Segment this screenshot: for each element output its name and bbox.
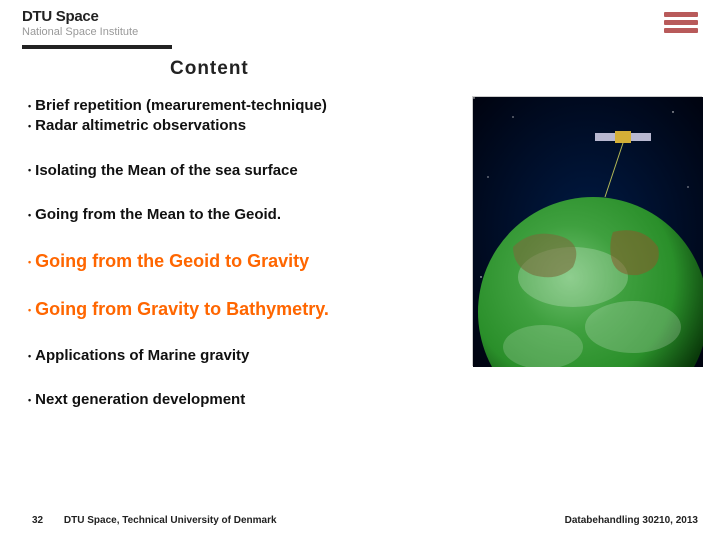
footer: 32 DTU Space, Technical University of De… — [32, 515, 698, 526]
bullet-text: Going from the Geoid to Gravity — [35, 251, 309, 271]
slide: DTU Space National Space Institute Conte… — [0, 0, 720, 540]
bullet-list: • Brief repetition (mearurement-technique… — [28, 96, 700, 410]
bullet-text: Isolating the Mean of the sea surface — [35, 162, 298, 179]
bullet-dot-icon: • — [28, 210, 31, 220]
logo-sub-text: National Space Institute — [22, 26, 138, 38]
bullet-dot-icon: • — [28, 351, 31, 361]
slide-title: Content — [170, 58, 249, 80]
bullet-dot-icon: • — [28, 305, 31, 315]
bullet-dot-icon: • — [28, 121, 31, 131]
logo-left: DTU Space National Space Institute — [22, 8, 138, 38]
bullet-text: Next generation development — [35, 391, 245, 408]
bullet-item: • Next generation development — [28, 390, 700, 410]
bullet-dot-icon: • — [28, 101, 31, 111]
bullet-item: • Radar altimetric observations — [28, 116, 700, 136]
logo-main-text: DTU Space — [22, 8, 138, 25]
bullet-text: Radar altimetric observations — [35, 117, 246, 134]
bullet-item: • Going from the Geoid to Gravity — [28, 249, 700, 273]
dtu-logo-icon — [664, 12, 698, 33]
bullet-dot-icon: • — [28, 395, 31, 405]
page-number: 32 — [32, 515, 43, 526]
footer-left: 32 DTU Space, Technical University of De… — [32, 515, 277, 526]
bullet-dot-icon: • — [28, 257, 31, 267]
bullet-item: • Brief repetition (mearurement-technique… — [28, 96, 700, 116]
bullet-text: Going from Gravity to Bathymetry. — [35, 299, 329, 319]
bullet-dot-icon: • — [28, 165, 31, 175]
bullet-item: • Going from Gravity to Bathymetry. — [28, 297, 700, 321]
footer-institution: DTU Space, Technical University of Denma… — [64, 515, 277, 526]
bullet-text: Applications of Marine gravity — [35, 347, 249, 364]
header-underline — [22, 45, 172, 49]
bullet-text: Going from the Mean to the Geoid. — [35, 206, 281, 223]
header: DTU Space National Space Institute — [22, 8, 698, 38]
bullet-item: • Applications of Marine gravity — [28, 346, 700, 366]
footer-right: Databehandling 30210, 2013 — [565, 515, 698, 526]
bullet-item: • Going from the Mean to the Geoid. — [28, 205, 700, 225]
bullet-text: Brief repetition (mearurement-technique) — [35, 97, 327, 114]
bullet-item: • Isolating the Mean of the sea surface — [28, 161, 700, 181]
